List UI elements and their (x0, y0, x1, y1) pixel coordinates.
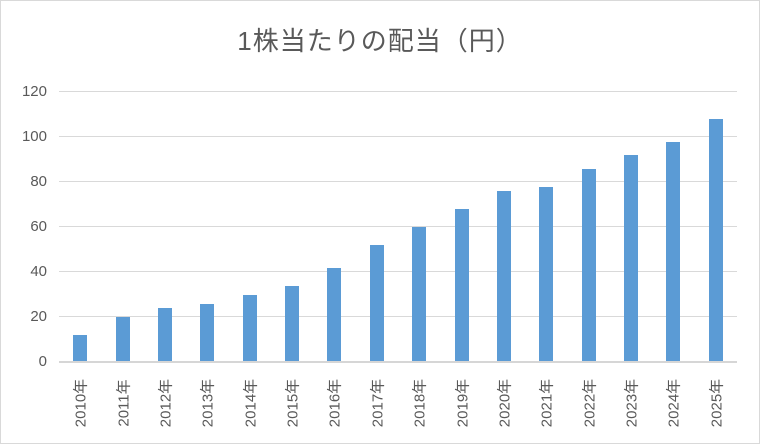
x-tick-cell-2023年: 2023年 (610, 366, 652, 440)
bar-slot-2017年 (356, 92, 398, 362)
bar-slot-2015年 (271, 92, 313, 362)
bar-slot-2011年 (101, 92, 143, 362)
x-tick-cell-2019年: 2019年 (440, 366, 482, 440)
x-tick-label-2020年: 2020年 (496, 378, 514, 428)
y-tick-label-20: 20 (30, 308, 47, 325)
bar-slot-2020年 (483, 92, 525, 362)
x-tick-label-2023年: 2023年 (623, 378, 641, 428)
y-tick-label-60: 60 (30, 218, 47, 235)
bar-slot-2022年 (568, 92, 610, 362)
bar-2015年 (285, 285, 300, 362)
x-axis-line (59, 361, 737, 363)
bar-slot-2024年 (652, 92, 694, 362)
x-tick-cell-2025年: 2025年 (695, 366, 737, 440)
bar-2025年 (708, 119, 723, 362)
bar-slot-2010年 (59, 92, 101, 362)
x-tick-cell-2018年: 2018年 (398, 366, 440, 440)
x-axis-labels: 2010年 2011年 2012年 2013年 2014年 2015年 2016年 2017年… (59, 366, 737, 440)
x-tick-label-2015年: 2015年 (284, 378, 302, 428)
bar-2017年 (369, 245, 384, 362)
gridline-120 (59, 91, 737, 92)
x-tick-label-2021年: 2021年 (538, 378, 556, 428)
bar-2013年 (200, 303, 215, 362)
x-tick-cell-2014年: 2014年 (229, 366, 271, 440)
x-tick-label-2017年: 2017年 (369, 378, 387, 428)
x-tick-cell-2013年: 2013年 (186, 366, 228, 440)
x-tick-cell-2012年: 2012年 (144, 366, 186, 440)
bar-series (59, 92, 737, 362)
x-tick-cell-2016年: 2016年 (313, 366, 355, 440)
bar-2011年 (115, 317, 130, 362)
bar-slot-2021年 (525, 92, 567, 362)
gridline-100 (59, 136, 737, 137)
bar-2019年 (454, 209, 469, 362)
x-tick-cell-2020年: 2020年 (483, 366, 525, 440)
bar-2016年 (327, 267, 342, 362)
x-tick-label-2025年: 2025年 (708, 378, 726, 428)
bar-slot-2013年 (186, 92, 228, 362)
bar-slot-2014年 (229, 92, 271, 362)
x-tick-cell-2024年: 2024年 (652, 366, 694, 440)
x-tick-label-2014年: 2014年 (242, 378, 260, 428)
x-tick-label-2013年: 2013年 (199, 378, 217, 428)
x-tick-cell-2017年: 2017年 (356, 366, 398, 440)
chart-title: 1株当たりの配当（円） (237, 26, 523, 56)
bar-2010年 (73, 335, 88, 362)
bar-2023年 (624, 155, 639, 362)
x-tick-label-2016年: 2016年 (326, 378, 344, 428)
x-tick-cell-2015年: 2015年 (271, 366, 313, 440)
gridline-60 (59, 226, 737, 227)
bar-slot-2025年 (695, 92, 737, 362)
bar-2024年 (666, 141, 681, 362)
bar-slot-2012年 (144, 92, 186, 362)
x-tick-cell-2010年: 2010年 (59, 366, 101, 440)
x-tick-cell-2011年: 2011年 (101, 366, 143, 440)
bar-2021年 (539, 186, 554, 362)
y-tick-label-40: 40 (30, 263, 47, 280)
gridline-80 (59, 181, 737, 182)
plot-area (59, 91, 737, 363)
y-tick-label-120: 120 (21, 83, 47, 100)
gridline-20 (59, 316, 737, 317)
x-tick-cell-2022年: 2022年 (568, 366, 610, 440)
bar-slot-2018年 (398, 92, 440, 362)
x-tick-label-2010年: 2010年 (72, 378, 90, 428)
x-tick-label-2018年: 2018年 (411, 378, 429, 428)
bar-2020年 (496, 191, 511, 362)
gridline-40 (59, 271, 737, 272)
x-tick-label-2012年: 2012年 (157, 378, 175, 428)
bar-slot-2023年 (610, 92, 652, 362)
x-tick-label-2022年: 2022年 (581, 378, 599, 428)
bar-2012年 (157, 308, 172, 362)
x-tick-cell-2021年: 2021年 (525, 366, 567, 440)
bar-slot-2019年 (440, 92, 482, 362)
x-tick-label-2019年: 2019年 (454, 378, 472, 428)
bar-2014年 (242, 294, 257, 362)
y-tick-label-100: 100 (21, 128, 47, 145)
bar-slot-2016年 (313, 92, 355, 362)
x-tick-label-2011年: 2011年 (115, 379, 133, 427)
bar-2022年 (581, 168, 596, 362)
x-tick-label-2024年: 2024年 (665, 378, 683, 428)
y-tick-label-0: 0 (38, 353, 47, 370)
y-tick-label-80: 80 (30, 173, 47, 190)
bar-2018年 (412, 227, 427, 362)
